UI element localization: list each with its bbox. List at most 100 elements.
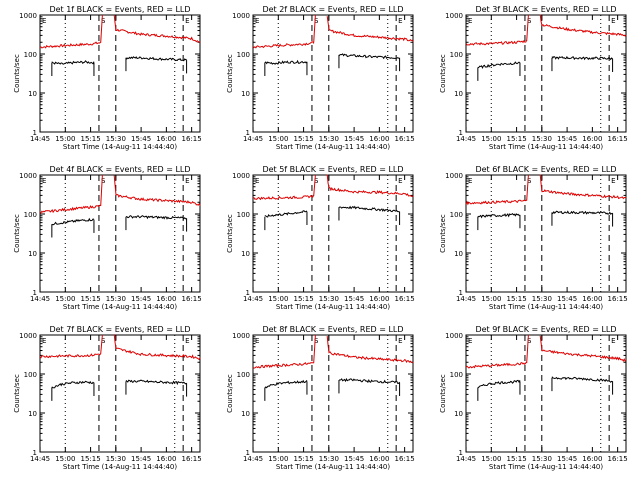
y-tick-label: 10 [241,90,250,98]
x-tick-label: 15:15 [506,295,526,303]
x-tick-label: 14:45 [243,295,263,303]
y-tick-label: 10 [28,250,37,258]
y-tick-label: 10 [454,250,463,258]
y-tick-label: 100 [237,371,250,379]
marker-label: E [255,337,259,345]
marker-label: E [185,177,189,185]
plot-title: Det 6f BLACK = Events, RED = LLD [475,165,616,174]
x-tick-label: 15:15 [80,135,100,143]
series-line-lld [326,174,414,198]
plot-frame [39,174,201,293]
y-axis-label: Counts/sec [226,374,234,413]
marker-label: E [611,17,615,25]
x-tick-label: 15:00 [55,135,75,143]
series-line-lld [252,41,315,49]
y-tick-label: 10 [454,90,463,98]
marker-label: E [468,177,472,185]
x-tick-label: 15:00 [268,135,288,143]
x-tick-label: 15:00 [268,455,288,463]
plot-title: Det 3f BLACK = Events, RED = LLD [475,5,616,14]
y-tick-label: 1 [33,289,37,297]
x-tick-label: 15:45 [557,455,577,463]
marker-label: S [101,17,106,25]
series-line-lld [526,334,529,364]
det-plot-panel-9: Det 9f BLACK = Events, RED = LLD 1 10 100 10… [439,325,628,471]
marker-label: S [314,17,319,25]
y-tick-label: 1 [33,129,37,137]
y-tick-label: 1 [459,289,463,297]
x-tick-label: 14:45 [456,295,476,303]
y-tick-label: 1000 [445,12,463,20]
y-axis-label: Counts/sec [13,54,21,93]
plot-title: Det 4f BLACK = Events, RED = LLD [49,165,190,174]
series-line-lld [465,39,528,46]
plot-title: Det 5f BLACK = Events, RED = LLD [262,165,403,174]
series-line-events [477,61,521,69]
series-line-lld [113,15,201,43]
series-line-events [338,205,400,213]
plot-frame [252,174,414,293]
y-axis-label: Counts/sec [13,374,21,413]
x-tick-label: 15:30 [319,295,339,303]
marker-label: E [398,177,402,185]
y-tick-label: 1000 [19,12,37,20]
plot-title: Det 1f BLACK = Events, RED = LLD [49,5,190,14]
det-plot-panel-3: Det 3f BLACK = Events, RED = LLD 1 10 100 10… [439,5,628,151]
series-line-events [551,210,613,215]
x-tick-label: 16:15 [395,455,415,463]
y-tick-label: 100 [450,51,463,59]
x-tick-label: 16:15 [608,135,628,143]
series-line-lld [313,334,316,364]
x-tick-label: 15:45 [344,135,364,143]
marker-label: E [611,337,615,345]
x-tick-label: 15:15 [80,295,100,303]
x-tick-label: 15:30 [319,455,339,463]
series-line-events [51,60,95,65]
marker-label: S [101,177,106,185]
series-line-lld [465,361,528,369]
series-line-events [338,377,400,384]
marker-label: E [255,177,259,185]
series-line-lld [465,199,528,206]
x-tick-label: 15:45 [344,455,364,463]
y-tick-label: 1 [246,289,250,297]
x-tick-label: 15:00 [481,295,501,303]
x-tick-label: 15:30 [532,295,552,303]
series-line-events [51,217,95,226]
x-tick-label: 16:15 [182,135,202,143]
x-tick-label: 14:45 [243,455,263,463]
y-tick-label: 100 [450,371,463,379]
marker-label: E [42,177,46,185]
series-line-lld [252,194,315,201]
series-line-events [264,210,308,218]
series-line-lld [100,174,103,207]
x-axis-label: Start Time (14-Aug-11 14:44:40) [63,143,177,151]
marker-label: S [314,177,319,185]
series-line-lld [39,204,101,214]
y-tick-label: 100 [237,211,250,219]
plot-frame [465,174,627,293]
y-axis-label: Counts/sec [226,54,234,93]
plot-frame [465,14,627,133]
marker-label: E [468,337,472,345]
x-tick-label: 16:00 [582,295,602,303]
y-tick-label: 1 [246,129,250,137]
x-tick-label: 16:00 [156,135,176,143]
y-tick-label: 10 [454,410,463,418]
x-tick-label: 15:45 [344,295,364,303]
x-tick-label: 16:15 [395,295,415,303]
marker-label: E [468,17,472,25]
marker-label: E [398,337,402,345]
marker-label: E [42,17,46,25]
x-tick-label: 16:15 [395,135,415,143]
series-line-events [264,379,308,389]
series-line-events [125,379,187,386]
x-tick-label: 16:00 [369,135,389,143]
series-line-events [51,380,95,389]
det-plot-panel-8: Det 8f BLACK = Events, RED = LLD 1 10 100 10… [226,325,415,471]
x-axis-label: Start Time (14-Aug-11 14:44:40) [489,143,603,151]
x-tick-label: 15:15 [506,135,526,143]
y-tick-label: 1000 [232,172,250,180]
y-tick-label: 10 [28,410,37,418]
